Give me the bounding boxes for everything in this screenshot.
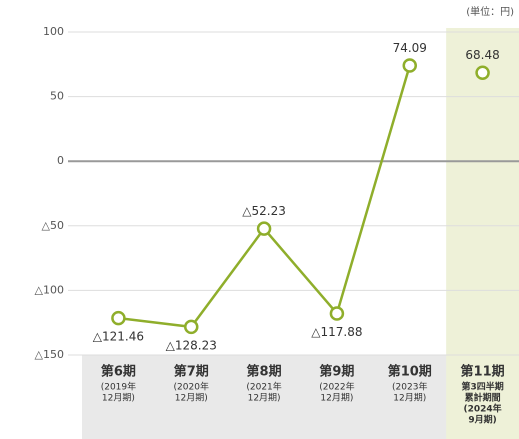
x-tick-label: (2021年 bbox=[246, 381, 281, 393]
y-tick-label: △100 bbox=[35, 283, 64, 296]
x-tick-label: 第9期 bbox=[319, 364, 354, 380]
x-tick-label: 第3四半期 bbox=[461, 381, 503, 393]
x-tick-label: 第8期 bbox=[247, 364, 282, 380]
x-tick-label: 第11期 bbox=[461, 364, 505, 380]
x-tick-label: 12月期) bbox=[393, 393, 426, 404]
value-label: △128.23 bbox=[166, 338, 217, 352]
point bbox=[329, 306, 345, 321]
value-label: △117.88 bbox=[311, 325, 362, 339]
point bbox=[475, 65, 490, 80]
y-tick-label: △50 bbox=[42, 219, 64, 232]
unit-label: (単位：円) bbox=[466, 5, 514, 18]
y-tick-label: 50 bbox=[50, 90, 64, 103]
point bbox=[402, 58, 417, 73]
point bbox=[184, 319, 199, 335]
x-tick-label: (2019年 bbox=[101, 381, 136, 393]
x-tick-label: 12月期) bbox=[175, 393, 208, 404]
x-tick-label: 12月期) bbox=[248, 393, 281, 404]
x-tick-label: 第7期 bbox=[174, 364, 209, 380]
y-tick-label: 100 bbox=[43, 25, 64, 38]
x-tick-label: (2024年 bbox=[463, 403, 501, 415]
x-tick-label: 12月期) bbox=[102, 393, 135, 404]
value-label: △52.23 bbox=[242, 204, 286, 218]
value-label: △121.46 bbox=[93, 330, 144, 344]
x-tick-label: 9月期) bbox=[468, 414, 496, 426]
value-label: 74.09 bbox=[393, 41, 427, 55]
point bbox=[256, 221, 272, 236]
x-tick-label: 第6期 bbox=[101, 364, 136, 380]
x-tick-label: (2020年 bbox=[174, 381, 209, 393]
y-tick-label: 0 bbox=[57, 154, 64, 167]
y-tick-label: △150 bbox=[35, 348, 64, 361]
x-tick-label: 第10期 bbox=[388, 364, 432, 380]
x-tick-label: (2022年 bbox=[319, 381, 354, 393]
point bbox=[111, 310, 126, 326]
line bbox=[118, 65, 411, 329]
x-tick-label: 12月期) bbox=[320, 393, 353, 404]
x-tick-label: (2023年 bbox=[392, 381, 427, 393]
value-label: 68.48 bbox=[465, 48, 499, 62]
x-tick-label: 累計期間 bbox=[465, 392, 501, 404]
